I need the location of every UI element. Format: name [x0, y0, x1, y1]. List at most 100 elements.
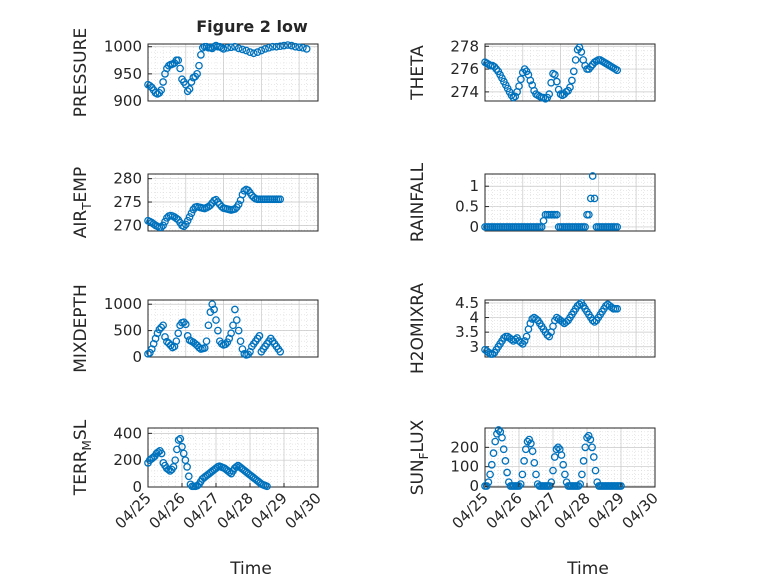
- data-point: [176, 434, 185, 443]
- y-axis-label: H2OMIXRA: [408, 283, 428, 374]
- data-point: [589, 453, 598, 461]
- data-point: [507, 91, 516, 100]
- data-point: [210, 305, 218, 314]
- data-point: [231, 205, 239, 213]
- data-point: [588, 443, 596, 452]
- data-point: [515, 482, 523, 490]
- data-point: [588, 172, 597, 180]
- data-point: [255, 332, 264, 340]
- data-point: [561, 470, 569, 479]
- data-point: [268, 42, 277, 51]
- data-point: [500, 334, 508, 342]
- data-point: [223, 338, 232, 347]
- data-point: [185, 213, 194, 221]
- y-tick-label: 4.5: [455, 294, 479, 312]
- y-tick-label: 270: [113, 216, 142, 234]
- data-point: [172, 214, 181, 223]
- data-point: [482, 482, 491, 490]
- data-point: [283, 41, 292, 49]
- x-tick-label: 04/27: [517, 489, 560, 532]
- data-point: [569, 67, 578, 76]
- data-point: [566, 83, 574, 92]
- data-point: [484, 348, 493, 357]
- data-point: [157, 86, 166, 94]
- data-point: [562, 318, 571, 326]
- y-axis-label: THETA: [408, 45, 428, 101]
- data-point: [157, 323, 166, 332]
- y-tick-label: 900: [113, 92, 142, 110]
- y-tick-label: 200: [113, 451, 142, 469]
- data-point: [219, 45, 228, 53]
- data-point: [613, 66, 622, 75]
- panel-air-temp: 270 275 280 AIRTEMP: [71, 167, 319, 238]
- data-point: [287, 41, 296, 50]
- data-point: [530, 458, 539, 467]
- data-point: [227, 43, 235, 52]
- data-point: [577, 48, 586, 56]
- data-point: [159, 78, 167, 86]
- data-point: [253, 48, 262, 56]
- data-point: [501, 457, 510, 465]
- y-tick-label: 0.5: [455, 198, 479, 216]
- y-axis-label: TERRMSL: [71, 419, 94, 496]
- y-tick-label: 200: [450, 438, 479, 456]
- data-point: [183, 87, 192, 96]
- data-point: [261, 45, 269, 53]
- panel-h2omixra: 33.544.5 H2OMIXRA: [408, 283, 656, 374]
- y-tick-label: 3.5: [455, 323, 479, 341]
- data-point: [179, 449, 188, 458]
- data-point: [193, 70, 201, 78]
- data-point: [490, 62, 499, 71]
- data-point: [159, 221, 167, 230]
- data-point: [521, 445, 530, 454]
- y-tick-label: 100: [450, 458, 479, 476]
- data-point: [545, 90, 554, 99]
- data-point: [532, 315, 540, 323]
- data-point: [515, 82, 523, 91]
- figure-title: Figure 2 low: [196, 17, 308, 36]
- data-point: [242, 46, 251, 55]
- data-point: [257, 46, 266, 55]
- data-point: [528, 447, 537, 456]
- data-point: [234, 44, 243, 53]
- data-point: [146, 81, 154, 90]
- plot-area: [148, 174, 318, 231]
- data-point: [526, 319, 535, 328]
- data-point: [517, 75, 525, 84]
- data-point: [585, 210, 593, 219]
- data-point: [225, 468, 234, 477]
- data-point: [520, 337, 529, 345]
- x-tick-label: 04/30: [619, 489, 662, 532]
- x-tick-label: 04/26: [146, 489, 189, 532]
- y-tick-label: 278: [450, 37, 479, 55]
- data-point: [552, 210, 561, 219]
- y-tick-label: 276: [450, 60, 479, 78]
- data-point: [574, 482, 583, 490]
- x-tick-label: 04/25: [449, 489, 492, 532]
- data-point: [181, 456, 190, 465]
- data-point: [174, 56, 183, 65]
- data-point: [197, 51, 205, 59]
- data-point: [578, 470, 586, 479]
- data-point: [187, 209, 196, 218]
- x-tick-label: 04/26: [483, 489, 526, 532]
- plot-area: [148, 44, 318, 101]
- data-point: [180, 222, 188, 231]
- data-point: [590, 318, 599, 326]
- data-point: [212, 316, 220, 324]
- data-point: [488, 350, 497, 358]
- data-point: [183, 332, 192, 340]
- data-point: [545, 332, 554, 341]
- data-point: [159, 321, 167, 330]
- axes-box: [484, 43, 656, 102]
- data-point: [155, 325, 164, 334]
- data-point: [527, 439, 535, 448]
- x-axis-label: Time: [229, 559, 272, 579]
- axes-box: [147, 299, 319, 358]
- data-point: [195, 61, 203, 70]
- y-tick-label: 0: [132, 478, 142, 496]
- y-axis-label: SUNFLUX: [408, 419, 431, 495]
- data-point: [486, 470, 494, 479]
